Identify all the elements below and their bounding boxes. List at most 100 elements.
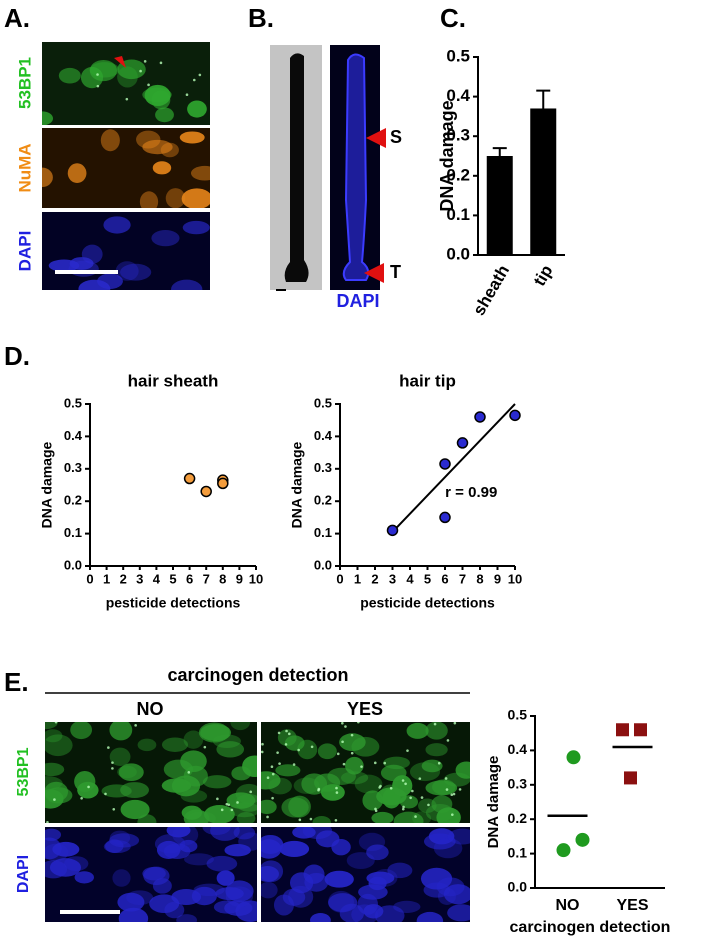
- hair-shape: [284, 53, 309, 282]
- focus: [458, 788, 462, 791]
- fit-line: [391, 403, 516, 533]
- nucleus: [67, 163, 87, 183]
- focus: [266, 815, 269, 819]
- focus: [80, 796, 83, 800]
- x-axis-label: carcinogen detection: [510, 919, 671, 936]
- nucleus: [180, 789, 208, 803]
- point: [509, 409, 521, 422]
- x-tick-label: 6: [186, 571, 193, 586]
- focus: [379, 784, 382, 788]
- nucleus: [277, 729, 297, 747]
- focus: [96, 84, 100, 88]
- nucleus: [216, 741, 245, 758]
- y-tick-label: 0.4: [446, 86, 470, 105]
- nucleus: [49, 858, 82, 877]
- nucleus: [436, 807, 461, 823]
- nucleus: [45, 762, 65, 777]
- nucleus: [261, 839, 282, 859]
- point: [386, 524, 399, 537]
- focus: [230, 808, 234, 812]
- nucleus: [242, 755, 257, 778]
- nucleus: [443, 884, 470, 905]
- point: [183, 472, 196, 485]
- focus: [406, 749, 409, 752]
- nucleus: [103, 216, 131, 234]
- micrograph: [45, 722, 257, 823]
- focus: [350, 751, 354, 755]
- micrograph: [42, 128, 210, 208]
- arrowhead: [114, 56, 126, 68]
- nucleus: [52, 841, 80, 857]
- nucleus: [416, 911, 444, 922]
- focus: [341, 722, 344, 725]
- focus: [143, 60, 147, 63]
- micrograph: [261, 722, 470, 823]
- arrowhead: [364, 263, 384, 283]
- nucleus: [393, 811, 424, 823]
- focus: [389, 786, 393, 790]
- nucleus: [288, 795, 311, 818]
- focus: [344, 725, 347, 728]
- micrograph: [261, 827, 470, 922]
- nucleus: [312, 815, 331, 823]
- nucleus: [202, 775, 232, 789]
- focus: [198, 73, 202, 77]
- y-tick-label: 0.4: [64, 428, 83, 443]
- nucleus: [115, 261, 139, 281]
- bar: [486, 156, 513, 255]
- image-background: [42, 42, 210, 125]
- nucleus: [387, 862, 413, 879]
- focus: [401, 807, 405, 811]
- y-tick-label: 0.1: [64, 525, 82, 540]
- nucleus: [206, 855, 238, 872]
- point: [217, 477, 229, 490]
- focus: [309, 817, 313, 821]
- focus: [409, 796, 412, 800]
- nucleus: [45, 729, 63, 743]
- nucleus: [455, 761, 470, 779]
- focus: [404, 782, 407, 786]
- y-tick-label: 0.0: [314, 557, 332, 572]
- x-tick-label: 0: [336, 571, 343, 586]
- panel-label: D.: [4, 341, 30, 371]
- focus: [444, 777, 448, 780]
- chart-title: hair sheath: [128, 371, 219, 390]
- focus: [342, 762, 346, 766]
- y-tick-label: 0.3: [446, 126, 470, 145]
- focus: [298, 818, 302, 822]
- nucleus: [70, 722, 93, 740]
- focus: [451, 813, 454, 816]
- nucleus: [120, 263, 152, 281]
- x-tick-label: 5: [169, 571, 176, 586]
- nucleus: [293, 777, 320, 794]
- focus: [125, 97, 129, 101]
- nucleus: [339, 733, 366, 752]
- y-tick-label: 0.1: [446, 205, 470, 224]
- nucleus: [109, 722, 133, 741]
- focus: [134, 724, 137, 727]
- nucleus: [164, 901, 185, 919]
- nucleus: [310, 913, 331, 922]
- y-axis-label: DNA damage: [39, 441, 55, 528]
- point: [439, 511, 451, 524]
- focus: [112, 807, 116, 811]
- nucleus: [425, 743, 448, 757]
- error-bar: [536, 89, 551, 109]
- micrograph: [42, 42, 210, 125]
- nucleus: [74, 771, 96, 792]
- focus: [374, 807, 377, 811]
- nucleus: [78, 279, 111, 290]
- point: [616, 723, 629, 737]
- nucleus: [354, 774, 383, 794]
- focus: [310, 745, 314, 749]
- x-tick-label: 8: [476, 571, 483, 586]
- nucleus: [120, 799, 150, 820]
- focus: [288, 732, 291, 736]
- nucleus: [362, 790, 384, 811]
- nucleus: [261, 799, 277, 815]
- column-label: YES: [347, 699, 383, 719]
- marker-label: T: [390, 262, 401, 282]
- nucleus: [412, 811, 432, 823]
- panel-label: B.: [248, 3, 274, 33]
- nucleus: [144, 84, 171, 106]
